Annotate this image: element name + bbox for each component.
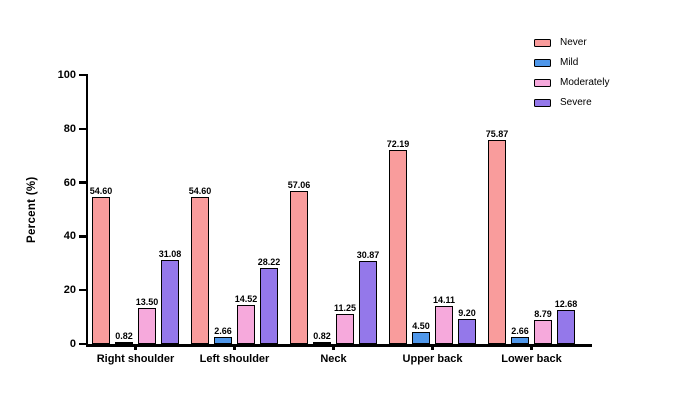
legend-item-moderately: Moderately: [534, 77, 609, 88]
legend-label: Never: [560, 37, 587, 48]
x-tick: [431, 344, 434, 350]
y-tick: [79, 73, 86, 77]
bar-value-label: 54.60: [188, 186, 212, 197]
bar-value-label: 13.50: [135, 296, 159, 307]
bar-value-label: 30.87: [356, 249, 380, 260]
category-label: Neck: [320, 353, 347, 365]
bar-never: 57.06: [288, 180, 310, 344]
bar-never: 54.60: [90, 186, 112, 344]
legend-swatch: [534, 78, 551, 87]
bar-value-label: 0.82: [115, 330, 133, 341]
x-tick: [332, 344, 335, 350]
bar-never: 54.60: [189, 186, 211, 344]
bar-group: 54.60 0.82 13.50 31.08: [90, 186, 181, 344]
category-label: Right shoulder: [96, 353, 175, 365]
plot-area: 0 20 40 60 80 100 54.60 0.82 13.50 31.08 Right sho…: [58, 69, 592, 365]
bar-severe: 9.20: [458, 308, 476, 344]
bar-moderately: 14.11: [433, 295, 455, 344]
bar-mild: 2.66: [214, 326, 232, 344]
legend-item-never: Never: [534, 37, 609, 48]
bar-severe: 12.68: [555, 299, 577, 344]
bar-severe: 30.87: [357, 250, 379, 344]
y-axis-line: [85, 73, 88, 347]
bar-mild: 0.82: [115, 331, 133, 344]
legend-item-mild: Mild: [534, 57, 609, 68]
bar-value-label: 14.52: [234, 293, 258, 304]
legend-swatch: [534, 38, 551, 47]
bar-moderately: 14.52: [235, 294, 257, 344]
legend-label: Moderately: [560, 77, 610, 88]
bar-value-label: 2.66: [214, 325, 232, 336]
bar-moderately: 11.25: [334, 303, 356, 344]
y-tick: [79, 288, 86, 292]
bar-mild: 4.50: [412, 321, 430, 344]
bar-group: 57.06 0.82 11.25 30.87: [288, 180, 379, 344]
category-label: Lower back: [501, 353, 562, 365]
bar-group: 54.60 2.66 14.52 28.22: [189, 186, 280, 344]
bar-mild: 2.66: [511, 326, 529, 344]
bar-moderately: 13.50: [136, 297, 158, 344]
bar-value-label: 2.66: [511, 325, 529, 336]
bar-mild: 0.82: [313, 331, 331, 344]
bar-value-label: 75.87: [485, 128, 509, 139]
legend-swatch: [534, 98, 551, 107]
category-label: Left shoulder: [199, 353, 270, 365]
y-tick-label: 100: [57, 69, 76, 81]
legend-item-severe: Severe: [534, 97, 609, 108]
bar-value-label: 9.20: [458, 308, 476, 319]
bar-never: 75.87: [486, 129, 508, 344]
y-tick: [79, 181, 86, 184]
legend-label: Severe: [560, 97, 592, 108]
bar-group: 72.19 4.50 14.11 9.20: [387, 139, 476, 344]
y-tick: [79, 235, 86, 238]
bar-value-label: 14.11: [432, 295, 456, 306]
bar-value-label: 0.82: [313, 330, 331, 341]
y-tick-label: 20: [63, 284, 76, 297]
bar-value-label: 11.25: [333, 302, 357, 313]
legend-label: Mild: [560, 57, 579, 68]
bar-severe: 28.22: [258, 257, 280, 344]
y-tick: [79, 127, 86, 131]
bar-group: 75.87 2.66 8.79 12.68: [486, 129, 577, 344]
bar-never: 72.19: [387, 139, 409, 344]
x-tick: [233, 344, 236, 350]
x-axis-line: [85, 344, 592, 347]
y-tick-label: 60: [63, 176, 76, 189]
y-axis-title: Percent (%): [26, 176, 38, 243]
legend-swatch: [534, 58, 551, 67]
y-tick-label: 40: [63, 230, 76, 243]
legend: Never Mild Moderately Severe: [534, 37, 609, 108]
bar-value-label: 72.19: [386, 138, 410, 149]
x-tick: [530, 344, 533, 350]
bar-value-label: 57.06: [287, 179, 311, 190]
bar-value-label: 4.50: [412, 320, 430, 331]
x-tick: [134, 344, 137, 350]
y-tick-label: 80: [63, 122, 76, 135]
bar-moderately: 8.79: [534, 309, 552, 344]
bar-value-label: 28.22: [257, 257, 281, 268]
bar-value-label: 31.08: [158, 249, 182, 260]
bar-severe: 31.08: [159, 249, 181, 344]
y-tick-label: 0: [69, 338, 76, 350]
y-tick: [79, 342, 86, 346]
bar-value-label: 12.68: [554, 298, 578, 309]
bar-value-label: 54.60: [89, 186, 113, 197]
bar-value-label: 8.79: [534, 309, 552, 320]
category-label: Upper back: [402, 353, 463, 365]
